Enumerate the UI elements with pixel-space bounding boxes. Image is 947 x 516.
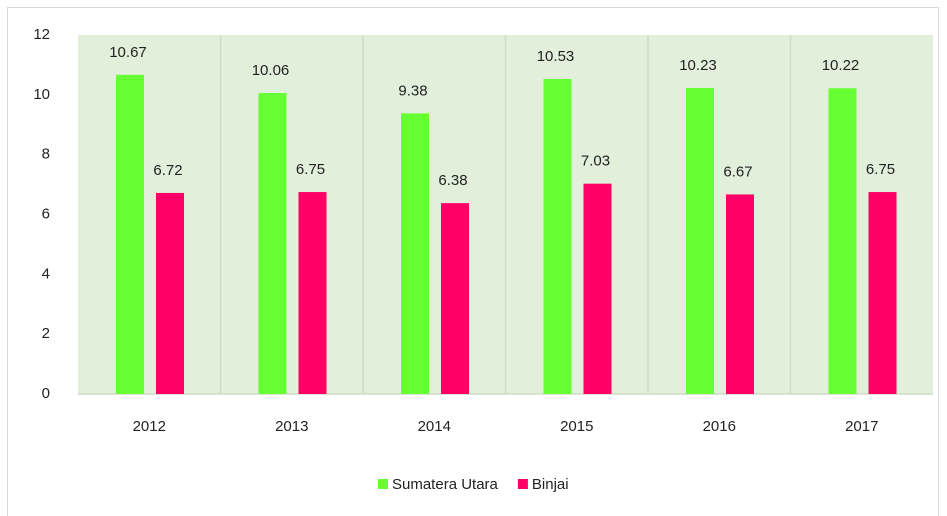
- legend-swatch: [517, 479, 528, 489]
- bar: [258, 93, 287, 394]
- x-tick-label: 2015: [560, 418, 593, 435]
- y-tick-label: 8: [42, 146, 50, 163]
- bar: [686, 87, 714, 394]
- y-tick-label: 4: [42, 265, 50, 282]
- data-label: 6.75: [296, 161, 325, 178]
- data-label: 9.38: [398, 82, 427, 99]
- bar: [401, 113, 429, 395]
- legend-label: Sumatera Utara: [392, 476, 499, 493]
- data-label: 10.53: [537, 48, 575, 65]
- x-tick-label: 2013: [275, 418, 308, 435]
- bar: [543, 78, 572, 394]
- legend-swatch: [378, 479, 388, 489]
- bar: [726, 194, 754, 394]
- y-tick-label: 2: [42, 325, 50, 342]
- data-label: 7.03: [581, 153, 610, 170]
- bar: [156, 192, 184, 394]
- data-label: 10.22: [822, 57, 860, 74]
- x-tick-label: 2017: [845, 418, 878, 435]
- y-tick-label: 0: [42, 385, 50, 402]
- y-tick-label: 10: [33, 86, 50, 103]
- data-label: 10.67: [109, 44, 147, 61]
- y-tick-label: 6: [42, 205, 50, 222]
- data-label: 10.06: [252, 62, 290, 79]
- x-tick-label: 2016: [703, 418, 736, 435]
- bar: [868, 192, 897, 394]
- bar: [298, 192, 327, 394]
- x-tick-label: 2014: [418, 418, 451, 435]
- legend-label: Binjai: [532, 476, 569, 493]
- bar: [116, 74, 144, 394]
- data-label: 6.38: [438, 172, 467, 189]
- bar: [441, 203, 469, 394]
- x-tick-label: 2012: [133, 418, 166, 435]
- data-label: 10.23: [679, 57, 717, 74]
- data-label: 6.72: [153, 162, 182, 179]
- bar: [583, 183, 612, 394]
- y-tick-label: 12: [33, 26, 50, 43]
- data-label: 6.67: [723, 163, 752, 180]
- data-label: 6.75: [866, 161, 895, 178]
- bar: [828, 88, 857, 395]
